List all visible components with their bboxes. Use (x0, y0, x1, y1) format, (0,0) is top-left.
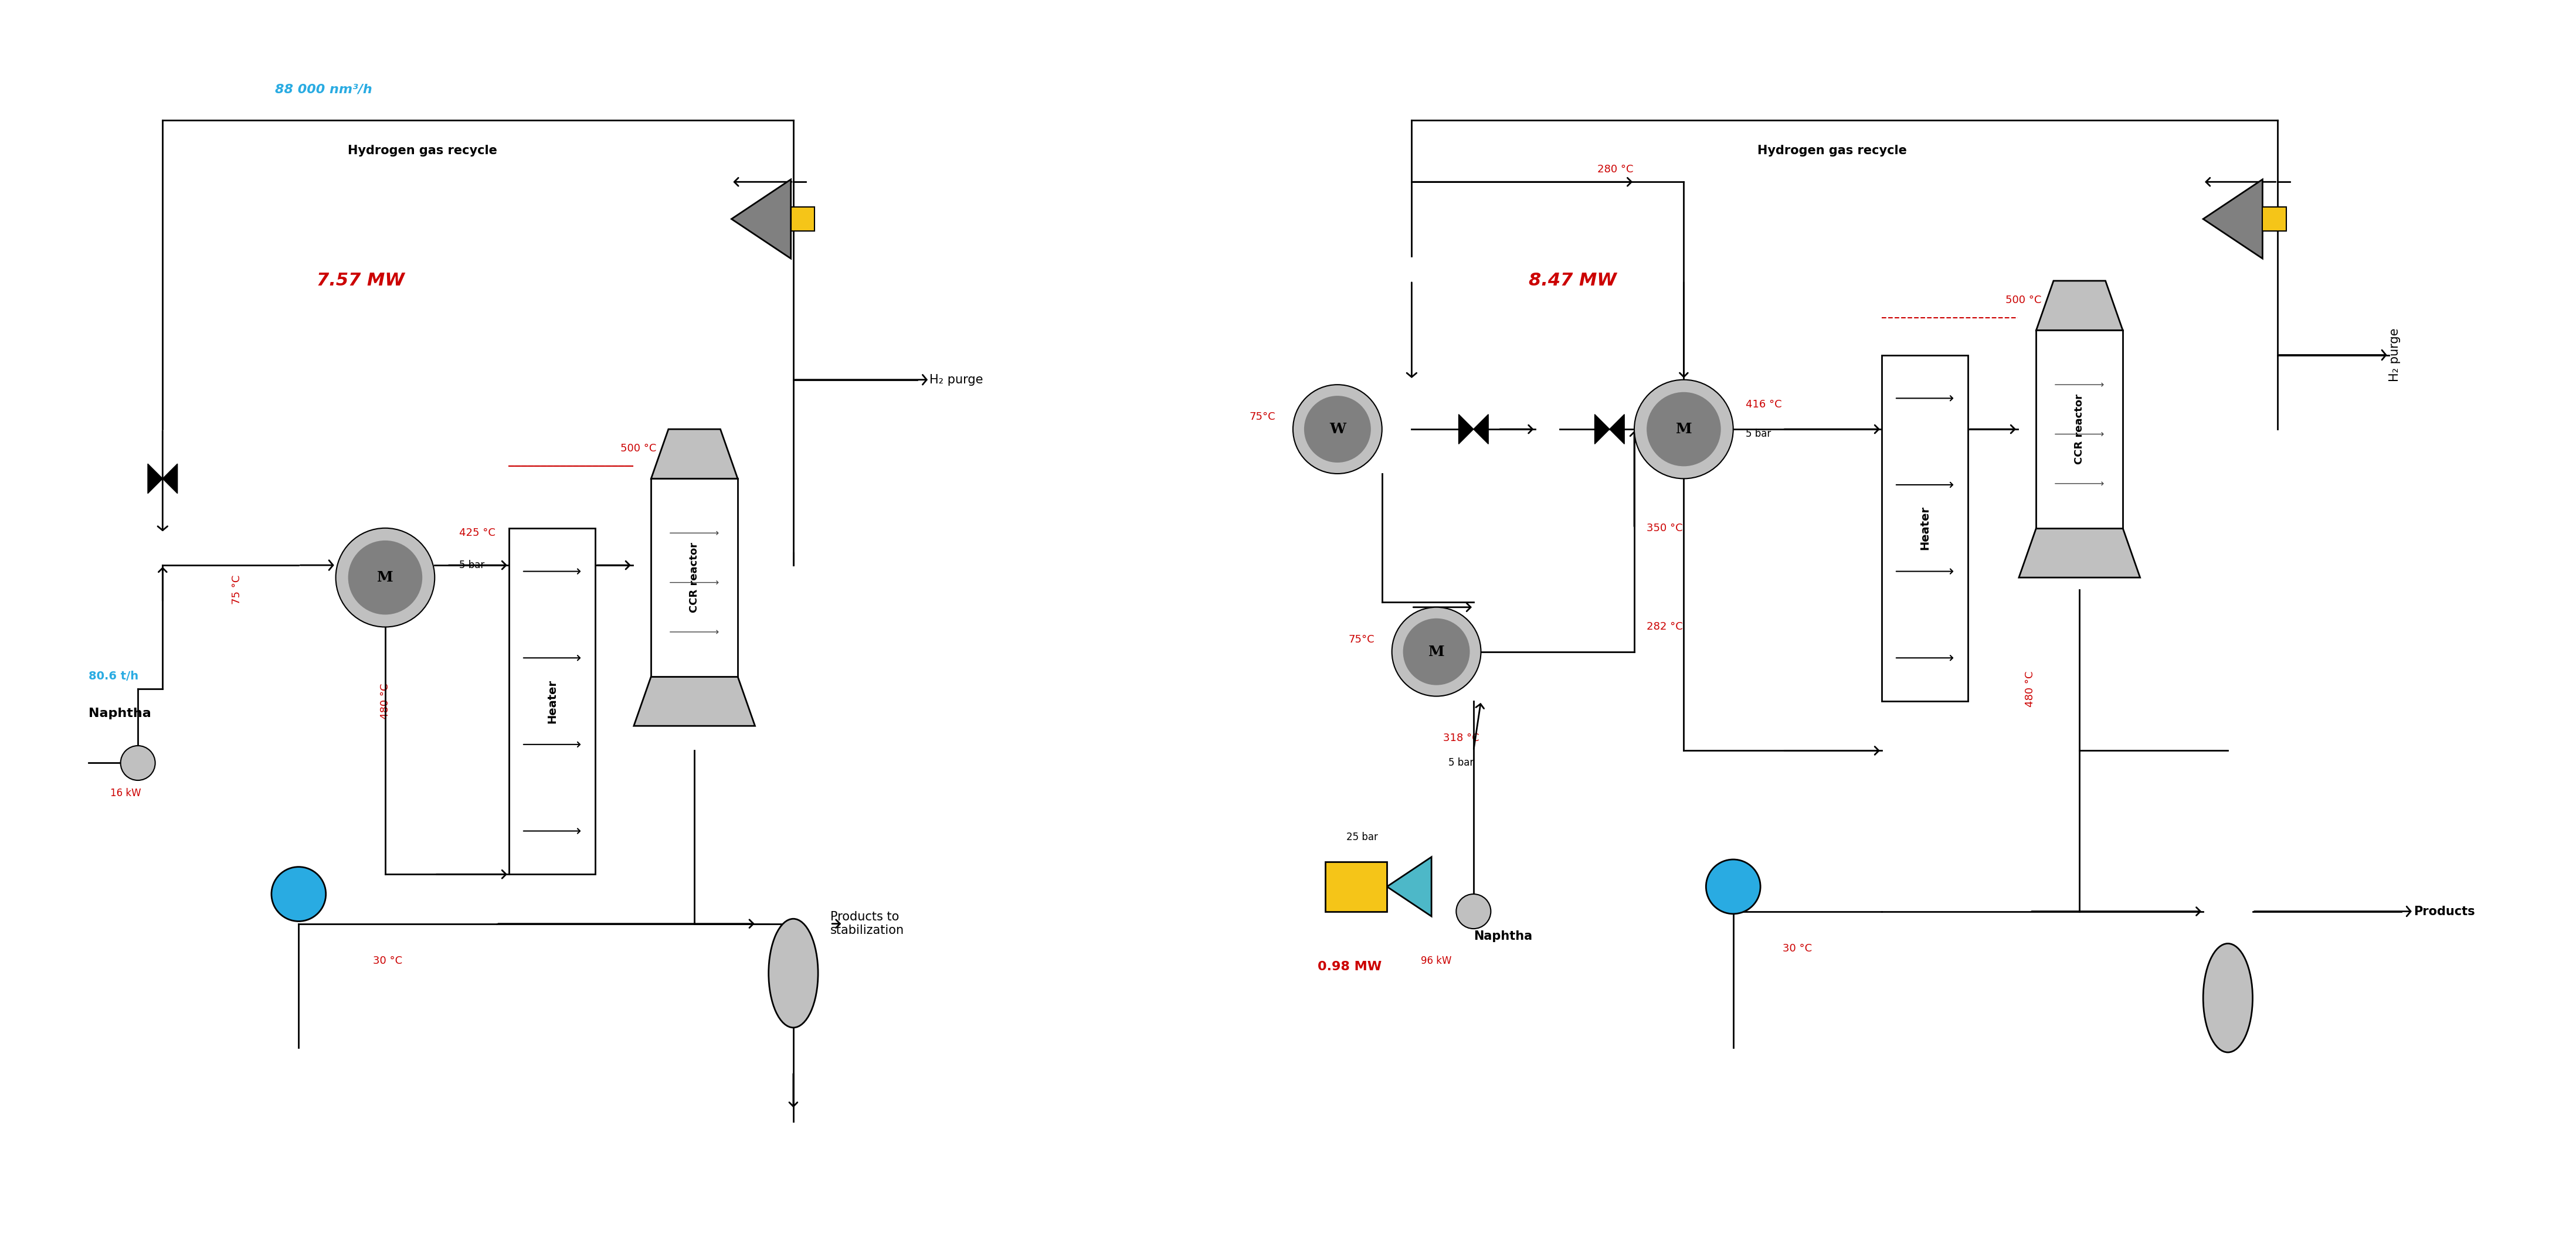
Text: 75 °C: 75 °C (232, 576, 242, 604)
Bar (2262, 207, 2287, 231)
Text: 8.47 MW: 8.47 MW (1528, 272, 1615, 290)
Text: Hydrogen gas recycle: Hydrogen gas recycle (348, 144, 497, 157)
Circle shape (1391, 607, 1481, 696)
Bar (652, 479, 737, 676)
Text: CCR reactor: CCR reactor (2074, 394, 2084, 464)
Text: 282 °C: 282 °C (1646, 622, 1682, 632)
Text: 7.57 MW: 7.57 MW (317, 272, 404, 290)
Circle shape (1646, 393, 1721, 466)
Text: 350 °C: 350 °C (1646, 523, 1682, 533)
Circle shape (1303, 396, 1370, 463)
Text: Heater: Heater (1919, 507, 1929, 551)
Text: M: M (376, 571, 394, 584)
Text: 0.98 MW: 0.98 MW (1319, 961, 1381, 973)
Text: Products to
stabilization: Products to stabilization (829, 912, 904, 937)
Polygon shape (1386, 856, 1432, 917)
Circle shape (1404, 618, 1471, 685)
Text: 416 °C: 416 °C (1747, 399, 1783, 410)
Text: Naphtha: Naphtha (1473, 930, 1533, 942)
Text: 88 000 nm³/h: 88 000 nm³/h (276, 84, 371, 95)
Text: 75°C: 75°C (1249, 411, 1275, 423)
Text: 318 °C: 318 °C (1443, 734, 1479, 744)
Text: H₂ purge: H₂ purge (930, 374, 984, 385)
Text: 425 °C: 425 °C (459, 528, 495, 538)
Circle shape (1293, 385, 1381, 474)
Bar (1880, 355, 1968, 701)
Circle shape (270, 867, 325, 922)
Text: 280 °C: 280 °C (1597, 164, 1633, 174)
Polygon shape (1595, 414, 1610, 444)
Text: 75°C: 75°C (1347, 635, 1376, 645)
Text: 16 kW: 16 kW (111, 788, 142, 799)
Ellipse shape (768, 919, 819, 1027)
Text: 25 bar: 25 bar (1347, 831, 1378, 843)
Polygon shape (2202, 179, 2262, 258)
Text: 500 °C: 500 °C (2004, 295, 2040, 306)
Text: 30 °C: 30 °C (374, 956, 402, 966)
Circle shape (1455, 894, 1492, 929)
Polygon shape (2035, 281, 2123, 330)
Text: 480 °C: 480 °C (379, 683, 392, 720)
Text: 5 bar: 5 bar (1747, 429, 1770, 439)
Text: 5 bar: 5 bar (459, 559, 484, 571)
Text: Hydrogen gas recycle: Hydrogen gas recycle (1757, 144, 1906, 157)
Polygon shape (1473, 414, 1489, 444)
Bar (1324, 861, 1386, 912)
Circle shape (1633, 380, 1734, 479)
Text: H₂ purge: H₂ purge (2388, 329, 2401, 381)
Text: Heater: Heater (546, 680, 559, 724)
Ellipse shape (2202, 943, 2251, 1052)
Text: M: M (1674, 423, 1692, 436)
Polygon shape (2020, 528, 2141, 578)
Polygon shape (652, 429, 737, 479)
Text: 5 bar: 5 bar (1448, 757, 1473, 769)
Polygon shape (732, 179, 791, 258)
Text: 480 °C: 480 °C (2025, 671, 2035, 707)
Text: M: M (1427, 645, 1445, 658)
Bar (791, 207, 814, 231)
Polygon shape (1610, 414, 1625, 444)
Circle shape (348, 540, 422, 614)
Bar (2035, 330, 2123, 528)
Circle shape (1705, 859, 1759, 914)
Polygon shape (634, 676, 755, 726)
Text: Naphtha: Naphtha (88, 707, 152, 720)
Circle shape (121, 746, 155, 780)
Text: 500 °C: 500 °C (621, 444, 657, 454)
Polygon shape (147, 464, 162, 494)
Polygon shape (1458, 414, 1473, 444)
Text: 30 °C: 30 °C (1783, 943, 1811, 954)
Text: Products: Products (2414, 905, 2476, 917)
Circle shape (335, 528, 435, 627)
Text: CCR reactor: CCR reactor (690, 543, 701, 613)
Text: 96 kW: 96 kW (1422, 956, 1453, 966)
Text: 80.6 t/h: 80.6 t/h (88, 671, 139, 682)
Polygon shape (162, 464, 178, 494)
Bar (510, 528, 595, 874)
Text: W: W (1329, 423, 1345, 436)
